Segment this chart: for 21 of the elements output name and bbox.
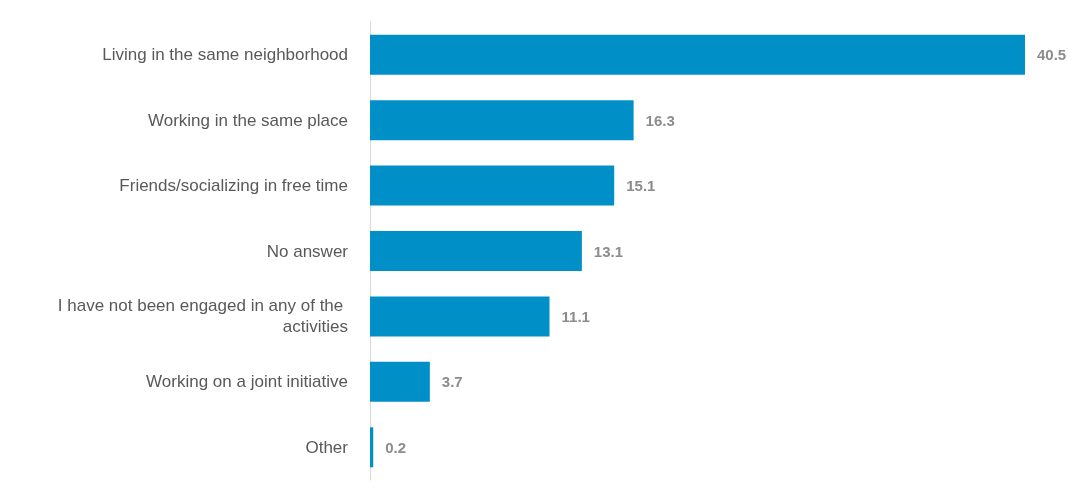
data-label: 0.2 (385, 438, 407, 456)
y-tick-label: No answer (266, 241, 349, 261)
bar (370, 34, 1025, 75)
bar (370, 231, 582, 271)
bar (370, 427, 374, 468)
y-tick-label: Other (305, 437, 349, 457)
y-tick-label: I have not been engaged in any of the activities (57, 296, 348, 337)
data-label: 11.1 (561, 307, 590, 325)
bar (370, 165, 615, 206)
y-tick-label: Working on a joint initiative (146, 372, 348, 392)
data-label: 16.3 (645, 111, 675, 129)
data-label: 15.1 (626, 177, 656, 195)
y-tick-label: Friends/socializing in free time (119, 176, 348, 196)
y-tick-label: Working in the same place (147, 110, 348, 130)
y-tick-label: Living in the same neighborhood (102, 45, 348, 65)
bar (370, 296, 550, 337)
bar (370, 100, 634, 141)
data-label: 13.1 (593, 242, 624, 260)
data-label: 3.7 (441, 373, 463, 391)
bar (370, 361, 430, 402)
data-label: 40.5 (1037, 46, 1067, 64)
